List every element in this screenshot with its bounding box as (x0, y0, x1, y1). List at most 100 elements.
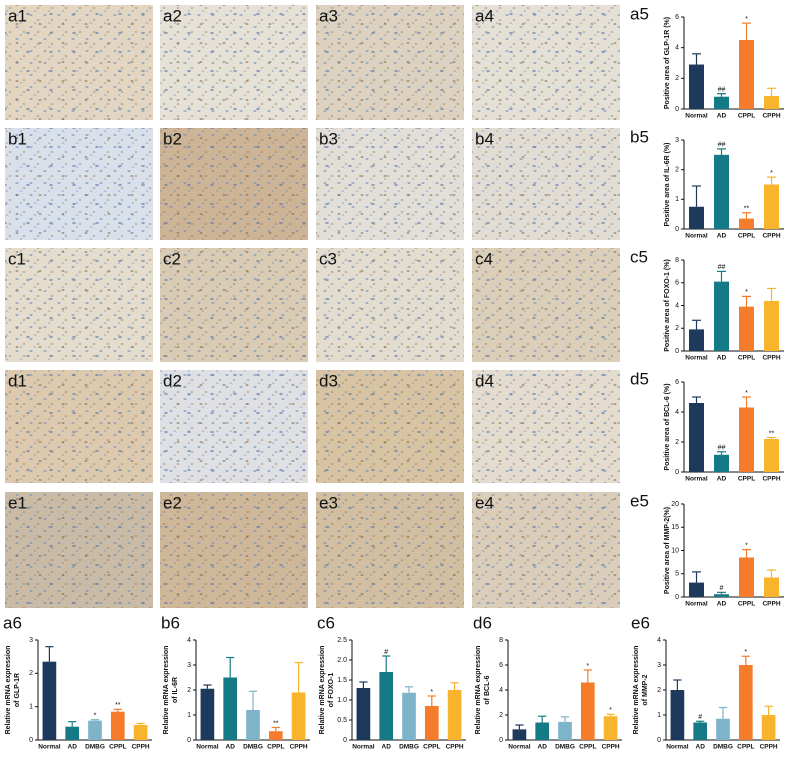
bar (764, 95, 779, 109)
x-tick-label: Normal (196, 744, 219, 751)
bar (739, 557, 754, 597)
panel-label: e6 (631, 613, 650, 632)
bar (739, 218, 754, 229)
y-tick-label: 0 (499, 737, 503, 744)
x-tick-label: DMBG (85, 744, 105, 751)
y-tick-label: 8 (499, 637, 503, 644)
x-tick-label: CPPL (738, 476, 755, 483)
bar (133, 725, 148, 740)
y-tick-label: 0 (675, 594, 679, 601)
y-tick-label: 10 (671, 547, 679, 554)
significance-label: * (744, 649, 747, 656)
panel-label: c6 (317, 613, 335, 632)
x-tick-label: DMBG (243, 744, 263, 751)
x-tick-label: DMBG (713, 744, 733, 751)
y-axis-label: of IL-6R (172, 677, 179, 703)
panel-label: e1 (8, 493, 27, 512)
y-tick-label: 0 (675, 106, 679, 113)
significance-label: * (745, 542, 748, 549)
panel-label: a2 (163, 6, 182, 25)
y-tick-label: 6 (675, 379, 679, 386)
y-tick-label: 6 (675, 14, 679, 21)
micrograph-texture (5, 370, 153, 483)
y-tick-label: 20 (671, 501, 679, 508)
significance-label: * (745, 16, 748, 23)
bar (738, 665, 753, 740)
x-tick-label: CPPL (423, 744, 440, 751)
y-tick-label: 1 (675, 196, 679, 203)
micrograph-texture (316, 128, 464, 240)
x-tick-label: CPPH (762, 233, 780, 240)
micrograph-texture (316, 370, 464, 483)
y-tick-label: 4 (675, 45, 679, 52)
micrograph-texture (472, 248, 620, 362)
y-axis-label: of FOXO-1 (328, 673, 335, 708)
micrograph-texture (5, 248, 153, 362)
significance-label: * (745, 390, 748, 397)
panel-label: b3 (319, 129, 338, 148)
y-tick-label: 0 (675, 469, 679, 476)
bar (714, 96, 729, 109)
bar (268, 731, 283, 740)
y-tick-label: 3 (675, 137, 679, 144)
y-tick-label: 4 (187, 637, 191, 644)
x-tick-label: AD (717, 113, 727, 120)
bar (558, 721, 572, 740)
bar (65, 726, 80, 740)
x-tick-label: Normal (685, 476, 708, 483)
y-tick-label: 2 (675, 439, 679, 446)
x-tick-label: Normal (685, 113, 708, 120)
bar (716, 718, 730, 740)
y-tick-label: 2 (675, 325, 679, 332)
micrograph-texture (160, 370, 308, 483)
x-tick-label: CPPH (602, 744, 620, 751)
x-tick-label: AD (382, 744, 392, 751)
x-tick-label: CPPL (579, 744, 596, 751)
x-tick-label: AD (717, 233, 727, 240)
panel-label: c2 (163, 249, 181, 268)
panel-label: a1 (8, 6, 27, 25)
x-tick-label: CPPL (737, 744, 754, 751)
micrograph-texture (160, 492, 308, 608)
bar (693, 722, 708, 740)
y-axis-label: Positive area of MMP-2(%) (664, 507, 671, 594)
panel-label: d3 (319, 371, 338, 390)
bar (88, 720, 102, 740)
panel-label: d1 (8, 371, 27, 390)
x-tick-label: Normal (38, 744, 61, 751)
x-tick-label: Normal (685, 601, 708, 608)
bar (447, 690, 462, 740)
y-axis-label: Relative mRNA expression (163, 646, 170, 735)
x-tick-label: CPPH (762, 601, 780, 608)
micrograph-texture (316, 248, 464, 362)
panel-label: d2 (163, 371, 182, 390)
micrograph-texture (472, 370, 620, 483)
bar (739, 407, 754, 472)
bar (535, 722, 550, 740)
significance-label: ** (115, 702, 121, 709)
y-tick-label: 3 (29, 637, 33, 644)
y-tick-label: 8 (675, 257, 679, 264)
micrograph-texture (5, 492, 153, 608)
panel-label: e4 (475, 493, 494, 512)
y-axis-label: Relative mRNA expression (5, 646, 12, 735)
micrograph-texture (5, 128, 153, 240)
y-tick-label: 3 (187, 662, 191, 669)
significance-label: ## (718, 445, 726, 452)
x-tick-label: CPPH (760, 744, 778, 751)
significance-label: ## (718, 264, 726, 271)
x-tick-label: CPPL (738, 233, 755, 240)
x-tick-label: Normal (685, 233, 708, 240)
y-axis-label: of GLP-1R (14, 673, 21, 707)
panel-label: d6 (473, 613, 492, 632)
significance-label: # (698, 714, 702, 721)
x-tick-label: CPPH (290, 744, 308, 751)
bar (246, 710, 260, 740)
y-tick-label: 0 (343, 737, 347, 744)
x-tick-label: AD (226, 744, 236, 751)
bar (512, 729, 527, 740)
panel-label: b5 (630, 127, 649, 146)
y-tick-label: 0 (187, 737, 191, 744)
panel-label: a6 (3, 613, 22, 632)
